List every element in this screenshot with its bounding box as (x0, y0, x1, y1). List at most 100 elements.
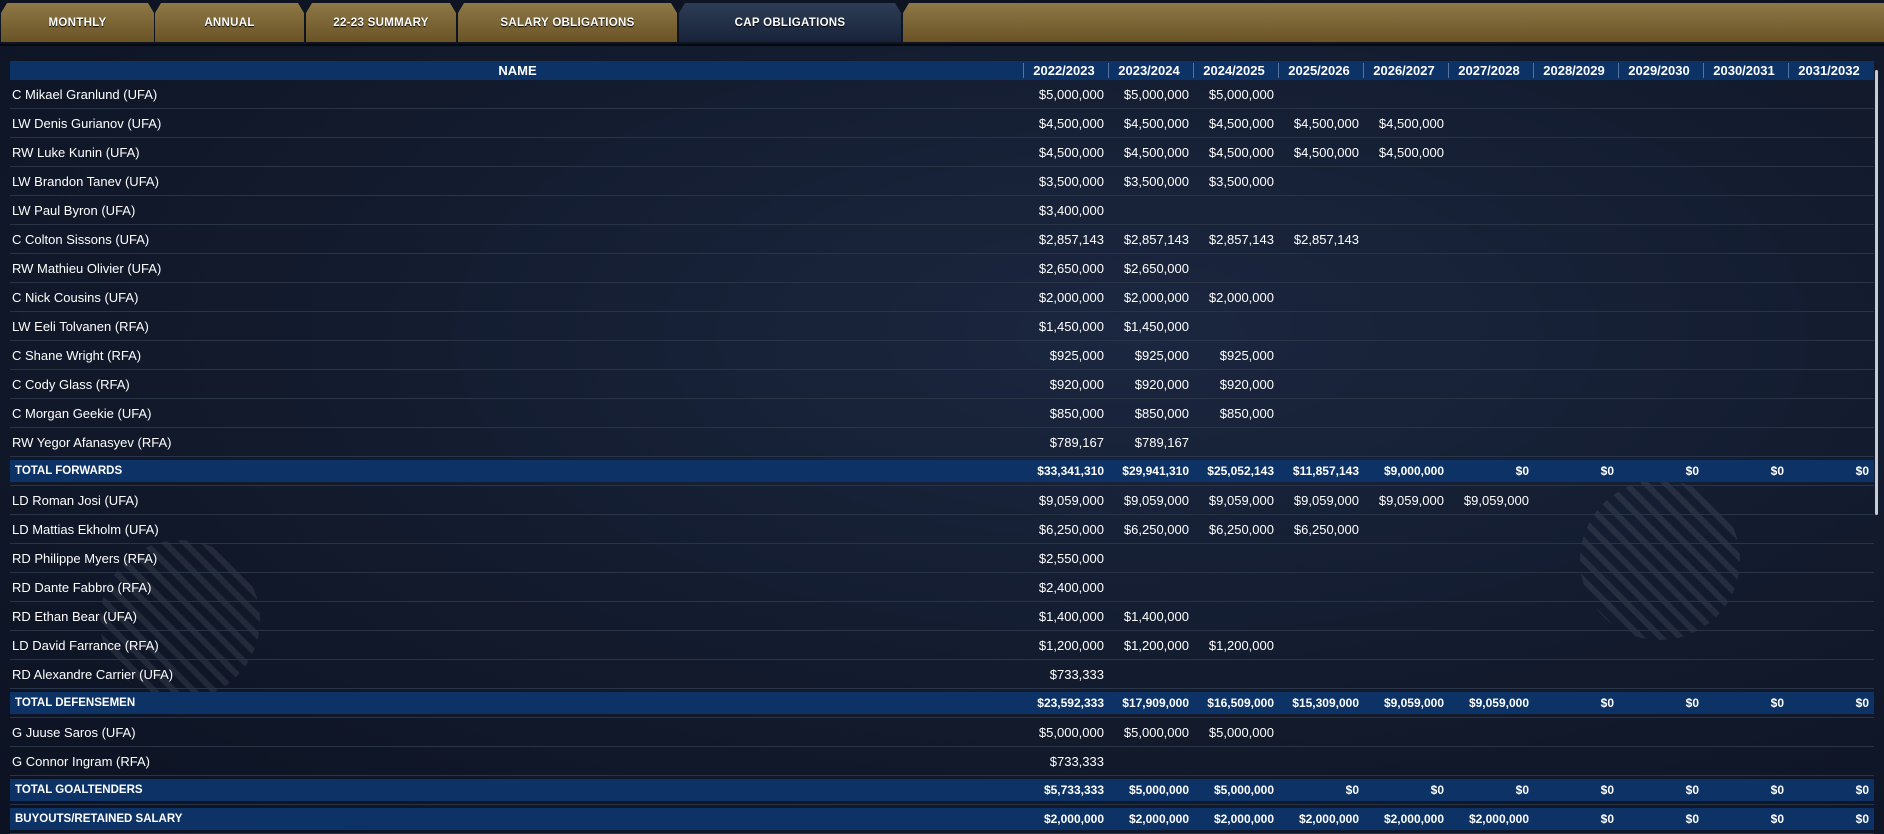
player-name[interactable]: G Connor Ingram (RFA) (12, 753, 150, 769)
tab-cap-obligations[interactable]: CAP OBLIGATIONS (679, 3, 901, 42)
player-name[interactable]: RW Luke Kunin (UFA) (12, 144, 140, 160)
cap-value-cell: $0 (1770, 812, 1784, 826)
table-row[interactable]: LD David Farrance (RFA) $1,200,000 $1,200,… (10, 631, 1874, 660)
cap-value-cell: $0 (1685, 696, 1699, 710)
player-name[interactable]: LW Denis Gurianov (UFA) (12, 115, 162, 131)
table-row[interactable]: C Morgan Geekie (UFA) $850,000 $850,000 $85… (10, 399, 1874, 428)
player-name[interactable]: C Colton Sissons (UFA) (12, 231, 150, 247)
table-row[interactable]: RD Dante Fabbro (RFA) $2,400,000 (10, 573, 1874, 602)
player-name[interactable]: RD Alexandre Carrier (UFA) (12, 666, 174, 682)
cap-value-cell: $4,500,000 (1123, 144, 1189, 160)
player-name[interactable]: RD Philippe Myers (RFA) (12, 550, 158, 566)
cap-value-cell: $0 (1600, 696, 1614, 710)
table-row[interactable]: C Cody Glass (RFA) $920,000 $920,000 $920,0… (10, 370, 1874, 399)
player-name[interactable]: RW Mathieu Olivier (UFA) (12, 260, 162, 276)
cap-value-cell: $0 (1600, 783, 1614, 797)
table-row[interactable]: LW Brandon Tanev (UFA) $3,500,000 $3,500,0… (10, 167, 1874, 196)
cap-value-cell: $2,650,000 (1038, 260, 1104, 276)
cap-value-cell: $2,000,000 (1123, 289, 1189, 305)
column-header-name[interactable]: NAME (498, 63, 537, 78)
table-row[interactable]: C Colton Sissons (UFA) $2,857,143 $2,857,1… (10, 225, 1874, 254)
cap-value-cell: $5,000,000 (1208, 86, 1274, 102)
player-name[interactable]: RW Yegor Afanasyev (RFA) (12, 434, 172, 450)
total-label: TOTAL DEFENSEMEN (15, 697, 136, 709)
cap-value-cell: $25,052,143 (1207, 464, 1274, 478)
cap-value-cell: $1,450,000 (1123, 318, 1189, 334)
player-name[interactable]: RD Ethan Bear (UFA) (12, 608, 137, 624)
table-row[interactable]: RD Philippe Myers (RFA) $2,550,000 (10, 544, 1874, 573)
player-name[interactable]: C Mikael Granlund (UFA) (12, 86, 158, 102)
cap-value-cell: $6,250,000 (1038, 521, 1104, 537)
player-name[interactable]: RD Dante Fabbro (RFA) (12, 579, 152, 595)
cap-value-cell: $0 (1515, 464, 1529, 478)
cap-value-cell: $5,000,000 (1123, 724, 1189, 740)
cap-value-cell: $1,450,000 (1038, 318, 1104, 334)
player-name[interactable]: LW Paul Byron (UFA) (12, 202, 136, 218)
column-header-season[interactable]: 2023/2024 (1108, 63, 1193, 78)
cap-value-cell: $920,000 (1134, 376, 1189, 392)
scrollbar[interactable] (1875, 70, 1878, 515)
tab-salary-obligations[interactable]: SALARY OBLIGATIONS (458, 3, 677, 42)
player-name[interactable]: LD Mattias Ekholm (UFA) (12, 521, 159, 537)
table-row[interactable]: G Juuse Saros (UFA) $5,000,000 $5,000,000 $… (10, 718, 1874, 747)
cap-value-cell: $925,000 (1219, 347, 1274, 363)
table-row[interactable]: LD Mattias Ekholm (UFA) $6,250,000 $6,250,… (10, 515, 1874, 544)
column-header-season[interactable]: 2028/2029 (1533, 63, 1618, 78)
cap-value-cell: $9,059,000 (1378, 492, 1444, 508)
player-name[interactable]: LD Roman Josi (UFA) (12, 492, 139, 508)
table-row[interactable]: LW Paul Byron (UFA) $3,400,000 (10, 196, 1874, 225)
column-header-season[interactable]: 2029/2030 (1618, 63, 1703, 78)
cap-value-cell: $850,000 (1219, 405, 1274, 421)
cap-value-cell: $2,550,000 (1038, 550, 1104, 566)
cap-value-cell: $5,000,000 (1123, 86, 1189, 102)
cap-value-cell: $2,000,000 (1128, 812, 1189, 826)
column-header-season[interactable]: 2022/2023 (1023, 63, 1108, 78)
player-name[interactable]: C Nick Cousins (UFA) (12, 289, 139, 305)
table-row[interactable]: RW Yegor Afanasyev (RFA) $789,167 $789,167 (10, 428, 1874, 457)
cap-value-cell: $5,000,000 (1208, 724, 1274, 740)
cap-value-cell: $5,000,000 (1038, 724, 1104, 740)
table-row[interactable]: G Connor Ingram (RFA) $733,333 (10, 747, 1874, 776)
cap-value-cell: $2,000,000 (1468, 812, 1529, 826)
table-row[interactable]: RW Mathieu Olivier (UFA) $2,650,000 $2,650… (10, 254, 1874, 283)
cap-value-cell: $0 (1770, 464, 1784, 478)
table-row[interactable]: C Shane Wright (RFA) $925,000 $925,000 $925… (10, 341, 1874, 370)
table-row[interactable]: C Mikael Granlund (UFA) $5,000,000 $5,000,… (10, 80, 1874, 109)
cap-value-cell: $1,200,000 (1208, 637, 1274, 653)
table-row[interactable]: LW Eeli Tolvanen (RFA) $1,450,000 $1,450,0… (10, 312, 1874, 341)
player-name[interactable]: LW Eeli Tolvanen (RFA) (12, 318, 149, 334)
table-row[interactable]: RW Luke Kunin (UFA) $4,500,000 $4,500,000 $… (10, 138, 1874, 167)
cap-value-cell: $789,167 (1049, 434, 1104, 450)
cap-value-cell: $4,500,000 (1208, 115, 1274, 131)
cap-value-cell: $2,000,000 (1038, 289, 1104, 305)
table-row[interactable]: LW Denis Gurianov (UFA) $4,500,000 $4,500,… (10, 109, 1874, 138)
table-row[interactable]: LD Roman Josi (UFA) $9,059,000 $9,059,000 $… (10, 486, 1874, 515)
tab-monthly[interactable]: MONTHLY (1, 3, 154, 42)
cap-value-cell: $2,000,000 (1298, 812, 1359, 826)
column-header-season[interactable]: 2030/2031 (1703, 63, 1788, 78)
cap-value-cell: $920,000 (1049, 376, 1104, 392)
column-header-season[interactable]: 2024/2025 (1193, 63, 1278, 78)
column-header-season[interactable]: 2027/2028 (1448, 63, 1533, 78)
player-name[interactable]: C Morgan Geekie (UFA) (12, 405, 152, 421)
cap-value-cell: $4,500,000 (1038, 115, 1104, 131)
column-header-season[interactable]: 2026/2027 (1363, 63, 1448, 78)
table-row[interactable]: RD Alexandre Carrier (UFA) $733,333 (10, 660, 1874, 689)
player-name[interactable]: C Cody Glass (RFA) (12, 376, 130, 392)
cap-value-cell: $2,000,000 (1208, 289, 1274, 305)
column-header-season[interactable]: 2025/2026 (1278, 63, 1363, 78)
table-row[interactable]: RD Ethan Bear (UFA) $1,400,000 $1,400,000 (10, 602, 1874, 631)
cap-value-cell: $925,000 (1134, 347, 1189, 363)
player-name[interactable]: G Juuse Saros (UFA) (12, 724, 136, 740)
column-header-season[interactable]: 2031/2032 (1788, 63, 1873, 78)
player-name[interactable]: C Shane Wright (RFA) (12, 347, 142, 363)
cap-value-cell: $0 (1770, 696, 1784, 710)
tab-22-23-summary[interactable]: 22-23 SUMMARY (306, 3, 456, 42)
cap-value-cell: $733,333 (1049, 753, 1104, 769)
tab-annual[interactable]: ANNUAL (155, 3, 304, 42)
cap-value-cell: $17,909,000 (1122, 696, 1189, 710)
table-row[interactable]: C Nick Cousins (UFA) $2,000,000 $2,000,000… (10, 283, 1874, 312)
player-name[interactable]: LW Brandon Tanev (UFA) (12, 173, 159, 189)
cap-value-cell: $33,341,310 (1037, 464, 1104, 478)
player-name[interactable]: LD David Farrance (RFA) (12, 637, 159, 653)
